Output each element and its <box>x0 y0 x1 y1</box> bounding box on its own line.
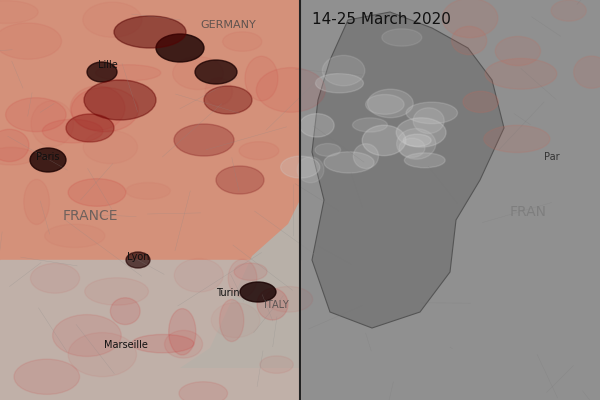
Ellipse shape <box>68 179 126 206</box>
Ellipse shape <box>30 148 66 172</box>
Text: Marseille: Marseille <box>104 340 148 350</box>
Ellipse shape <box>256 68 325 112</box>
Ellipse shape <box>396 118 446 147</box>
Ellipse shape <box>413 108 444 134</box>
Ellipse shape <box>382 29 422 46</box>
Ellipse shape <box>485 58 557 89</box>
Text: Lyon: Lyon <box>127 252 149 262</box>
Ellipse shape <box>240 282 276 302</box>
Ellipse shape <box>316 74 364 93</box>
Ellipse shape <box>24 179 49 224</box>
Ellipse shape <box>228 259 257 297</box>
Ellipse shape <box>87 62 117 82</box>
Ellipse shape <box>404 153 445 168</box>
Ellipse shape <box>131 334 194 353</box>
Ellipse shape <box>126 252 150 268</box>
Text: Lille: Lille <box>98 60 118 70</box>
Ellipse shape <box>14 359 80 394</box>
Ellipse shape <box>216 166 264 194</box>
Ellipse shape <box>442 0 498 38</box>
Text: ITALY: ITALY <box>263 300 289 310</box>
Ellipse shape <box>260 356 293 373</box>
Ellipse shape <box>85 278 148 305</box>
Text: FRANCE: FRANCE <box>62 209 118 223</box>
Text: FRAN: FRAN <box>509 205 547 219</box>
Ellipse shape <box>220 300 244 342</box>
Ellipse shape <box>0 1 38 24</box>
Ellipse shape <box>164 330 203 358</box>
Polygon shape <box>180 200 300 368</box>
Ellipse shape <box>324 152 374 173</box>
Ellipse shape <box>352 118 388 132</box>
Ellipse shape <box>195 60 237 84</box>
Ellipse shape <box>110 298 140 324</box>
Ellipse shape <box>551 0 586 21</box>
Ellipse shape <box>179 382 227 400</box>
Ellipse shape <box>156 34 204 62</box>
Ellipse shape <box>114 16 186 48</box>
Bar <box>300 0 600 400</box>
Ellipse shape <box>174 258 223 292</box>
Text: Par: Par <box>544 152 560 162</box>
Ellipse shape <box>204 86 252 114</box>
Ellipse shape <box>297 157 324 183</box>
Polygon shape <box>312 12 504 328</box>
Ellipse shape <box>43 119 103 143</box>
Ellipse shape <box>84 80 156 120</box>
Ellipse shape <box>174 124 234 156</box>
Ellipse shape <box>173 57 223 90</box>
Ellipse shape <box>281 156 320 178</box>
Ellipse shape <box>322 55 365 86</box>
Bar <box>0 260 300 400</box>
Ellipse shape <box>245 56 278 101</box>
Text: GERMANY: GERMANY <box>200 20 256 30</box>
Text: Paris: Paris <box>36 152 60 162</box>
Ellipse shape <box>353 144 379 168</box>
Ellipse shape <box>239 142 279 160</box>
Ellipse shape <box>71 88 138 132</box>
Ellipse shape <box>362 125 406 156</box>
Ellipse shape <box>265 286 313 312</box>
Ellipse shape <box>574 56 600 88</box>
Ellipse shape <box>257 288 288 320</box>
Ellipse shape <box>403 134 431 146</box>
Ellipse shape <box>0 23 62 59</box>
Text: Turin: Turin <box>216 288 240 298</box>
Ellipse shape <box>68 332 137 377</box>
Ellipse shape <box>234 263 267 280</box>
Ellipse shape <box>463 91 499 112</box>
Text: 14-25 March 2020: 14-25 March 2020 <box>312 12 451 27</box>
Ellipse shape <box>399 138 425 158</box>
Ellipse shape <box>95 65 161 81</box>
Ellipse shape <box>406 102 457 124</box>
Ellipse shape <box>66 114 114 142</box>
Ellipse shape <box>5 98 66 132</box>
Ellipse shape <box>299 114 334 137</box>
Ellipse shape <box>53 314 121 356</box>
Ellipse shape <box>452 26 487 55</box>
Ellipse shape <box>484 125 550 152</box>
Ellipse shape <box>365 94 404 114</box>
Ellipse shape <box>169 309 196 355</box>
Ellipse shape <box>31 263 80 293</box>
Bar <box>0 0 300 400</box>
Ellipse shape <box>495 36 541 66</box>
Ellipse shape <box>397 128 436 159</box>
Ellipse shape <box>0 129 29 162</box>
Ellipse shape <box>368 89 413 118</box>
Ellipse shape <box>0 147 35 165</box>
Ellipse shape <box>70 86 125 130</box>
Ellipse shape <box>315 144 341 156</box>
Ellipse shape <box>223 32 262 51</box>
